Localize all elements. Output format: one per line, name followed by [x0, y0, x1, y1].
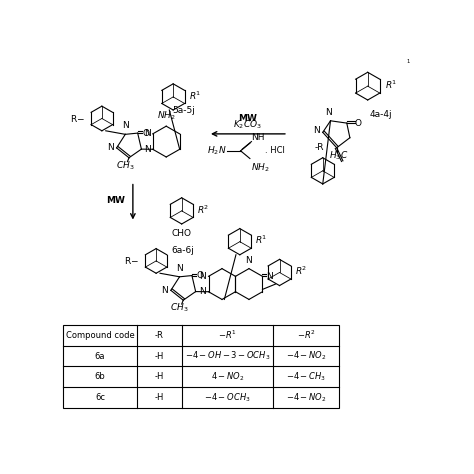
Text: N: N: [313, 126, 319, 135]
Text: $H_2N$: $H_2N$: [207, 145, 227, 157]
Text: $H_3C$: $H_3C$: [328, 149, 348, 162]
Text: $-4-NO_2$: $-4-NO_2$: [286, 350, 327, 362]
Text: $R^2$: $R^2$: [197, 203, 210, 216]
Text: -R: -R: [155, 331, 164, 340]
Text: N: N: [200, 272, 206, 281]
Text: $-R^1$: $-R^1$: [218, 329, 237, 341]
Text: N: N: [246, 256, 252, 265]
Text: O: O: [355, 118, 362, 128]
Text: 5a-5j: 5a-5j: [173, 106, 195, 115]
Text: $R^1$: $R^1$: [385, 78, 397, 91]
Text: $R^1$: $R^1$: [189, 89, 201, 101]
Text: $CH_3$: $CH_3$: [170, 301, 189, 314]
Text: O: O: [142, 128, 149, 137]
Text: N: N: [122, 121, 128, 130]
Text: R$-$: R$-$: [124, 255, 139, 266]
Text: $-4-OCH_3$: $-4-OCH_3$: [204, 392, 251, 404]
Text: N: N: [144, 145, 150, 154]
Text: $CH_3$: $CH_3$: [116, 159, 135, 172]
Text: N: N: [200, 287, 206, 296]
Text: N: N: [266, 272, 273, 281]
Text: $NH_2$: $NH_2$: [157, 109, 176, 121]
Text: $K_2CO_3$: $K_2CO_3$: [233, 118, 262, 131]
Text: 4a-4j: 4a-4j: [369, 110, 392, 119]
Text: $R^1$: $R^1$: [255, 234, 268, 246]
Text: -R: -R: [314, 143, 324, 152]
Text: NH: NH: [251, 133, 265, 142]
Text: CHO: CHO: [172, 229, 191, 238]
Text: $-4-OH-3-OCH_3$: $-4-OH-3-OCH_3$: [185, 350, 270, 362]
Text: N: N: [107, 144, 113, 153]
Text: N: N: [176, 264, 183, 273]
Text: -H: -H: [155, 352, 164, 361]
Text: . HCl: . HCl: [265, 146, 285, 155]
Text: N: N: [144, 129, 150, 138]
Text: O: O: [197, 271, 203, 280]
Text: Compound code: Compound code: [65, 331, 134, 340]
Text: R$-$: R$-$: [70, 113, 85, 124]
Text: -H: -H: [155, 393, 164, 402]
Text: $R^2$: $R^2$: [295, 265, 307, 277]
Text: 6a: 6a: [95, 352, 105, 361]
Text: N: N: [161, 286, 168, 295]
Bar: [63, 325, 339, 408]
Text: $-R^2$: $-R^2$: [297, 329, 315, 341]
Text: -H: -H: [155, 372, 164, 381]
Text: 6c: 6c: [95, 393, 105, 402]
Text: $^1$: $^1$: [406, 59, 410, 67]
Text: $-4-CH_3$: $-4-CH_3$: [286, 371, 326, 383]
Text: MW: MW: [106, 196, 125, 205]
Text: $NH_2$: $NH_2$: [251, 162, 270, 174]
Text: N: N: [326, 108, 332, 117]
Text: 6b: 6b: [94, 372, 105, 381]
Text: MW: MW: [238, 114, 257, 123]
Text: $4-NO_2$: $4-NO_2$: [210, 371, 244, 383]
Text: 6a-6j: 6a-6j: [172, 246, 194, 255]
Text: $-4-NO_2$: $-4-NO_2$: [286, 392, 327, 404]
